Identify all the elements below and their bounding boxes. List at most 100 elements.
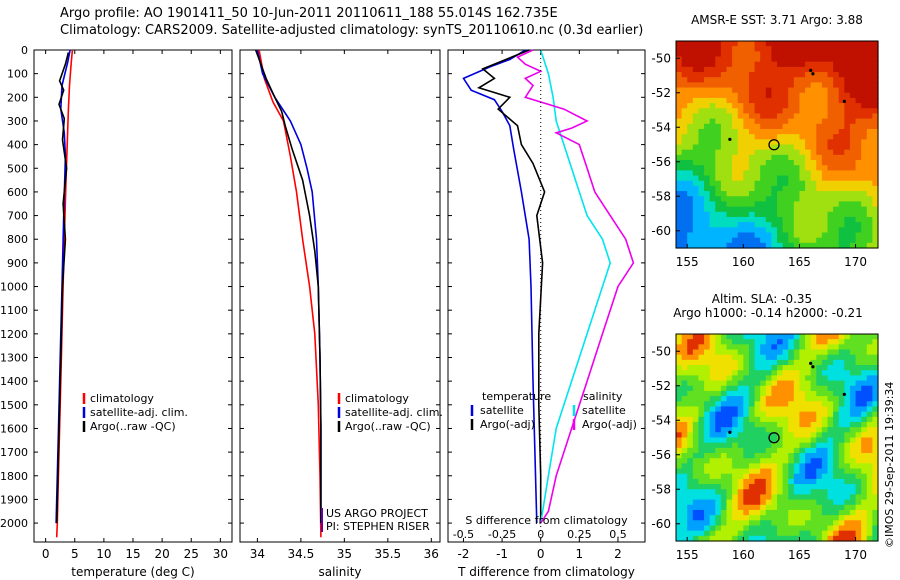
map-cell xyxy=(872,128,879,135)
map-cell xyxy=(726,504,733,511)
map-cell xyxy=(782,442,789,449)
map-cell xyxy=(866,201,873,208)
map-cell xyxy=(765,97,772,104)
map-cell xyxy=(771,344,778,351)
map-cell xyxy=(720,432,728,439)
map-cell xyxy=(692,149,700,156)
map-cell xyxy=(754,380,761,387)
map-cell xyxy=(799,401,806,408)
map-cell xyxy=(765,165,772,171)
map-cell xyxy=(866,196,873,203)
map-cell xyxy=(765,509,772,516)
map-cell xyxy=(872,530,879,537)
map-cell xyxy=(855,41,862,47)
map-cell xyxy=(754,103,761,109)
map-cell xyxy=(855,530,862,537)
map-cell xyxy=(855,61,862,68)
map-cell xyxy=(726,442,733,449)
map-cell xyxy=(726,128,733,135)
map-cell xyxy=(704,144,711,151)
map-cell xyxy=(692,494,700,501)
map-cell xyxy=(681,232,688,239)
map-cell xyxy=(793,134,801,140)
map-cell xyxy=(833,421,840,428)
map-cell xyxy=(838,222,845,228)
map-cell xyxy=(816,354,823,361)
map-cell xyxy=(704,92,711,99)
map-y-tick-label: -56 xyxy=(651,155,671,169)
map-cell xyxy=(737,530,744,537)
map-cell xyxy=(709,437,716,444)
map-cell xyxy=(821,478,829,485)
map-cell xyxy=(866,442,873,449)
map-cell xyxy=(844,509,851,516)
map-cell xyxy=(687,509,694,516)
map-cell xyxy=(748,134,756,140)
map-cell xyxy=(782,437,789,444)
map-cell xyxy=(777,504,784,511)
map-cell xyxy=(732,370,739,376)
map-cell xyxy=(849,227,857,234)
map-cell xyxy=(872,118,879,125)
map-cell xyxy=(777,222,784,228)
map-cell xyxy=(855,201,862,208)
map-cell xyxy=(737,349,744,356)
map-cell xyxy=(799,349,806,356)
map-cell xyxy=(833,82,840,89)
map-cell xyxy=(777,427,784,433)
map-cell xyxy=(833,484,840,490)
map-cell xyxy=(709,453,716,459)
map-cell xyxy=(732,468,739,475)
map-cell xyxy=(732,504,739,511)
map-cell xyxy=(805,154,812,161)
map-cell xyxy=(782,170,789,177)
map-cell xyxy=(692,87,700,94)
map-cell xyxy=(833,92,840,99)
map-cell xyxy=(872,72,879,78)
depth-tick-label: 800 xyxy=(7,233,28,246)
map-cell xyxy=(737,478,744,485)
map-cell xyxy=(771,447,778,454)
map-cell xyxy=(743,520,750,527)
map-cell xyxy=(743,51,750,58)
map-cell xyxy=(872,515,879,521)
map-cell xyxy=(782,484,789,490)
map-cell xyxy=(743,165,750,171)
map-cell xyxy=(720,530,728,537)
map-cell xyxy=(872,339,879,345)
map-cell xyxy=(720,344,728,351)
map-cell xyxy=(810,242,817,249)
map-cell xyxy=(810,103,817,109)
map-cell xyxy=(681,113,688,120)
map-cell xyxy=(760,92,767,99)
map-cell xyxy=(838,232,845,239)
map-cell xyxy=(676,87,683,94)
map-cell xyxy=(805,103,812,109)
map-cell xyxy=(760,525,767,532)
map-cell xyxy=(855,463,862,470)
map-cell xyxy=(827,206,834,213)
map-cell xyxy=(855,468,862,475)
map-cell xyxy=(765,478,772,485)
map-cell xyxy=(816,334,823,340)
map-cell xyxy=(782,196,789,203)
map-cell xyxy=(866,390,873,397)
map-cell xyxy=(698,82,705,89)
map-cell xyxy=(687,484,694,490)
map-cell xyxy=(872,473,879,480)
map-cell xyxy=(720,375,728,382)
map-cell xyxy=(748,411,756,418)
map-cell xyxy=(855,494,862,501)
map-cell xyxy=(737,344,744,351)
map-cell xyxy=(782,175,789,182)
map-cell xyxy=(704,489,711,496)
map-cell xyxy=(687,87,694,94)
map-cell xyxy=(793,46,801,52)
map-cell xyxy=(748,334,756,340)
map-cell xyxy=(676,494,683,501)
map-cell xyxy=(698,437,705,444)
depth-tick-label: 400 xyxy=(7,139,28,152)
map-cell xyxy=(849,185,857,192)
map-cell xyxy=(704,380,711,387)
map-cell xyxy=(866,185,873,192)
